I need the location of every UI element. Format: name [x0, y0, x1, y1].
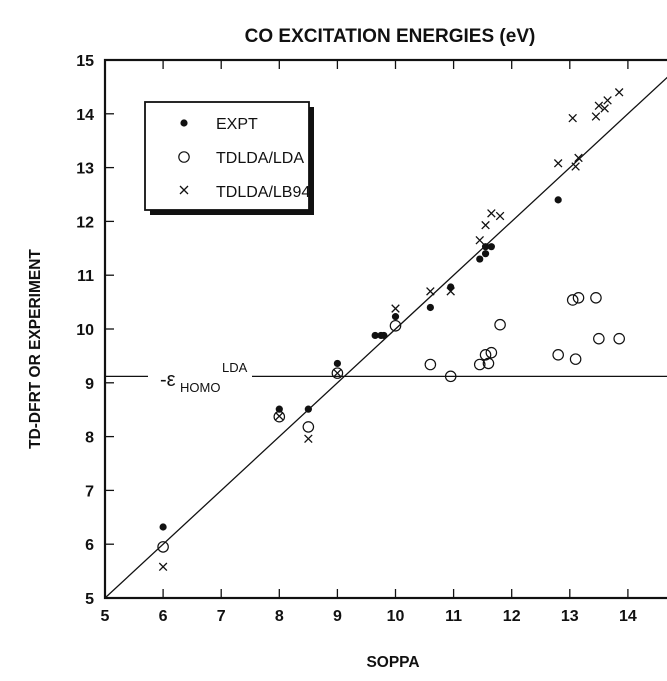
- y-tick-label: 14: [76, 107, 94, 124]
- point-tdlda-lb94: [594, 101, 604, 110]
- y-tick-label: 7: [85, 483, 94, 500]
- point-tdlda-lda: [389, 319, 402, 332]
- point-tdlda-lda: [479, 349, 492, 361]
- series-tdlda-lb94: [158, 88, 624, 572]
- point-expt: [333, 359, 341, 368]
- legend-marker-tdlda-lda: [178, 151, 190, 163]
- y-tick-label: 9: [85, 376, 94, 393]
- homo-label-epsilon: -ε: [160, 369, 176, 391]
- x-tick-label: 7: [217, 608, 226, 625]
- series-expt: [159, 196, 562, 531]
- homo-level-label: -ε HOMO LDA: [148, 358, 252, 395]
- point-tdlda-lda: [482, 357, 495, 370]
- legend-label-expt: EXPT: [216, 116, 258, 133]
- point-tdlda-lb94: [426, 287, 435, 296]
- x-tick-label: 10: [387, 608, 405, 625]
- point-tdlda-lda: [157, 541, 169, 553]
- chart-title: CO EXCITATION ENERGIES (eV): [245, 26, 536, 47]
- point-expt: [481, 243, 490, 251]
- point-tdlda-lda: [302, 421, 315, 433]
- point-tdlda-lb94: [481, 220, 490, 230]
- point-tdlda-lda: [590, 291, 602, 304]
- point-expt: [371, 331, 379, 340]
- point-tdlda-lda: [444, 370, 457, 383]
- point-tdlda-lda: [494, 318, 506, 331]
- point-tdlda-lda: [613, 332, 625, 345]
- legend-marker-expt: [180, 119, 188, 127]
- y-tick-label: 5: [85, 591, 94, 608]
- point-tdlda-lb94: [446, 287, 455, 296]
- x-tick-label: 13: [561, 608, 579, 625]
- point-tdlda-lb94: [158, 562, 168, 572]
- homo-label-superscript: LDA: [222, 360, 248, 375]
- legend-marker-tdlda-lb94: [179, 185, 189, 195]
- x-tick-label: 5: [101, 608, 110, 625]
- diagonal-line: [104, 76, 667, 599]
- point-tdlda-lda: [424, 358, 437, 371]
- point-tdlda-lda: [473, 358, 486, 371]
- plot-frame: [103, 58, 667, 600]
- point-tdlda-lb94: [333, 368, 342, 378]
- y-tick-label: 11: [77, 268, 94, 285]
- point-tdlda-lb94: [487, 209, 496, 218]
- point-expt: [481, 250, 490, 258]
- x-tick-label: 8: [275, 608, 284, 625]
- data-points: [157, 88, 625, 572]
- point-tdlda-lb94: [495, 211, 505, 221]
- x-tick-label: 14: [619, 608, 637, 625]
- series-tdlda-lda: [157, 291, 625, 553]
- y-tick-label: 12: [76, 214, 94, 231]
- point-tdlda-lb94: [614, 88, 624, 97]
- legend-entry-tdlda-lb94: TDLDA/LB94: [179, 184, 310, 201]
- point-tdlda-lb94: [475, 235, 485, 245]
- point-tdlda-lda: [593, 332, 605, 345]
- point-tdlda-lb94: [574, 153, 583, 163]
- point-tdlda-lb94: [304, 434, 313, 444]
- point-tdlda-lda: [566, 294, 579, 306]
- point-tdlda-lda: [273, 410, 286, 423]
- point-tdlda-lda: [569, 353, 582, 365]
- point-tdlda-lda: [552, 349, 564, 361]
- point-expt: [159, 523, 167, 531]
- x-tick-label: 6: [159, 608, 168, 625]
- point-tdlda-lda: [331, 367, 344, 379]
- y-tick-label: 13: [76, 161, 94, 178]
- legend: EXPT TDLDA/LDA TDLDA/LB94: [144, 101, 314, 215]
- x-axis-label: SOPPA: [366, 654, 419, 671]
- y-tick-label: 10: [76, 322, 94, 339]
- point-tdlda-lb94: [568, 113, 577, 123]
- point-tdlda-lb94: [571, 162, 580, 171]
- point-expt: [275, 405, 283, 413]
- x-tick-label: 12: [503, 608, 521, 625]
- legend-entry-tdlda-lda: TDLDA/LDA: [178, 150, 304, 167]
- homo-label-subscript: HOMO: [180, 380, 220, 395]
- y-tick-label: 6: [85, 537, 94, 554]
- point-tdlda-lb94: [553, 159, 563, 168]
- point-tdlda-lb94: [591, 112, 601, 121]
- point-expt: [426, 303, 434, 312]
- point-expt: [391, 313, 400, 321]
- legend-entry-expt: EXPT: [180, 116, 258, 133]
- point-tdlda-lda: [485, 346, 498, 359]
- point-expt: [304, 405, 312, 413]
- y-tick-label: 15: [76, 53, 94, 70]
- y-axis-label: TD-DFRT OR EXPERIMENT: [27, 249, 44, 449]
- point-tdlda-lda: [572, 291, 585, 304]
- x-tick-label: 9: [333, 608, 342, 625]
- x-tick-label: 11: [445, 608, 462, 625]
- legend-box: [144, 101, 310, 211]
- point-expt: [380, 331, 388, 340]
- legend-label-tdlda-lda: TDLDA/LDA: [216, 150, 304, 167]
- y-tick-label: 8: [85, 430, 94, 447]
- point-expt: [476, 255, 484, 263]
- point-tdlda-lb94: [600, 104, 609, 113]
- axis-ticks: 5678910111213141556789101112131415: [76, 53, 637, 625]
- point-tdlda-lb94: [275, 411, 284, 421]
- point-tdlda-lb94: [391, 304, 400, 313]
- legend-label-tdlda-lb94: TDLDA/LB94: [216, 184, 310, 201]
- point-expt: [487, 243, 495, 251]
- point-tdlda-lb94: [603, 96, 612, 105]
- point-expt: [554, 196, 562, 204]
